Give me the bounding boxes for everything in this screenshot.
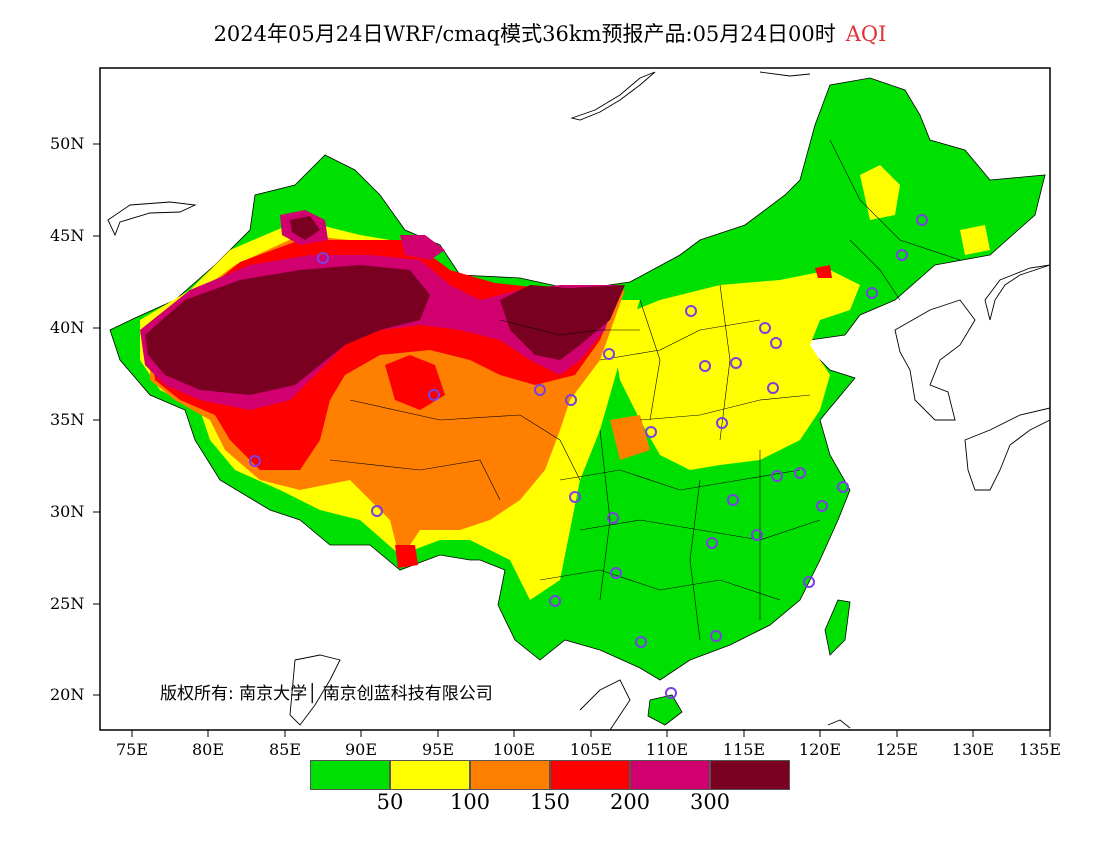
lon-label-80E: 80E (191, 740, 225, 759)
lon-label-120E: 120E (798, 740, 842, 759)
aqi-yellow-north-plain (610, 270, 860, 470)
lat-label-30N: 30N (50, 502, 85, 521)
lon-label-115E: 115E (722, 740, 766, 759)
station-circle-icon (866, 287, 878, 299)
lon-label-85E: 85E (268, 740, 302, 759)
lon-label-95E: 95E (421, 740, 455, 759)
legend-label-200: 200 (609, 790, 651, 814)
neighbour-coastlines (107, 71, 1051, 731)
lon-label-135E: 135E (1018, 740, 1062, 759)
aqi-red-patch (815, 265, 832, 278)
station-circle-icon (635, 636, 647, 648)
aqi-maroon (145, 265, 430, 395)
station-circle-icon (317, 252, 329, 264)
aqi-yellow-patch (860, 165, 900, 220)
station-circle-icon (699, 360, 711, 372)
station-circle-icon (771, 470, 783, 482)
station-circle-icon (665, 687, 677, 699)
aqi-maroon-patch (290, 216, 320, 240)
hainan-island (647, 694, 683, 726)
aqi-magenta-patch (400, 235, 445, 260)
station-circle-icon (685, 305, 697, 317)
legend-swatch-magenta (630, 760, 710, 790)
station-circle-icon (816, 500, 828, 512)
axis-ticks (93, 143, 1051, 737)
station-circle-icon (645, 426, 657, 438)
station-circle-icon (710, 630, 722, 642)
station-markers (249, 214, 928, 699)
legend-swatch-red (550, 760, 630, 790)
lon-label-125E: 125E (875, 740, 919, 759)
title-variable: AQI (845, 22, 887, 46)
copyright-text: 版权所有: 南京大学│ 南京创蓝科技有限公司 (160, 684, 493, 704)
station-circle-icon (916, 214, 928, 226)
lat-label-40N: 40N (50, 318, 85, 337)
lon-label-75E: 75E (115, 740, 149, 759)
station-circle-icon (534, 384, 546, 396)
aqi-maroon-ordos (500, 285, 625, 360)
station-circle-icon (730, 357, 742, 369)
lon-label-100E: 100E (492, 740, 536, 759)
aqi-red-patch (395, 545, 418, 568)
station-circle-icon (896, 249, 908, 261)
legend-swatch-orange (470, 760, 550, 790)
legend-swatch-green (310, 760, 390, 790)
legend-swatch-yellow (390, 760, 470, 790)
lon-label-105E: 105E (569, 740, 613, 759)
province-boundaries (329, 139, 961, 641)
station-circle-icon (607, 512, 619, 524)
station-circle-icon (794, 467, 806, 479)
station-circle-icon (565, 394, 577, 406)
station-circle-icon (727, 494, 739, 506)
aqi-yellow-patch (960, 225, 990, 255)
station-circle-icon (249, 455, 261, 467)
legend-label-150: 150 (529, 790, 571, 814)
station-circle-icon (759, 322, 771, 334)
station-circle-icon (706, 537, 718, 549)
station-circle-icon (569, 491, 581, 503)
station-circle-icon (803, 576, 815, 588)
legend-label-100: 100 (449, 790, 491, 814)
legend-swatch-maroon (710, 760, 790, 790)
station-circle-icon (716, 417, 728, 429)
station-circle-icon (770, 337, 782, 349)
lon-label-110E: 110E (645, 740, 689, 759)
lat-label-35N: 35N (50, 410, 85, 429)
station-circle-icon (837, 481, 849, 493)
lon-label-90E: 90E (344, 740, 378, 759)
station-circle-icon (603, 348, 615, 360)
lon-label-130E: 130E (951, 740, 995, 759)
title-main: 2024年05月24日WRF/cmaq模式36km预报产品:05月24日00时 (213, 22, 836, 46)
station-circle-icon (428, 389, 440, 401)
station-circle-icon (767, 382, 779, 394)
legend-label-50: 50 (376, 790, 404, 814)
lat-label-50N: 50N (50, 134, 85, 153)
aqi-orange-patch (610, 415, 650, 460)
legend-label-300: 300 (689, 790, 731, 814)
station-circle-icon (549, 595, 561, 607)
taiwan-island (824, 599, 851, 656)
lat-label-20N: 20N (50, 685, 85, 704)
station-circle-icon (610, 567, 622, 579)
lat-label-25N: 25N (50, 594, 85, 613)
map-title: 2024年05月24日WRF/cmaq模式36km预报产品:05月24日00时 A… (0, 18, 1100, 48)
lat-label-45N: 45N (50, 226, 85, 245)
station-circle-icon (751, 529, 763, 541)
station-circle-icon (371, 505, 383, 517)
